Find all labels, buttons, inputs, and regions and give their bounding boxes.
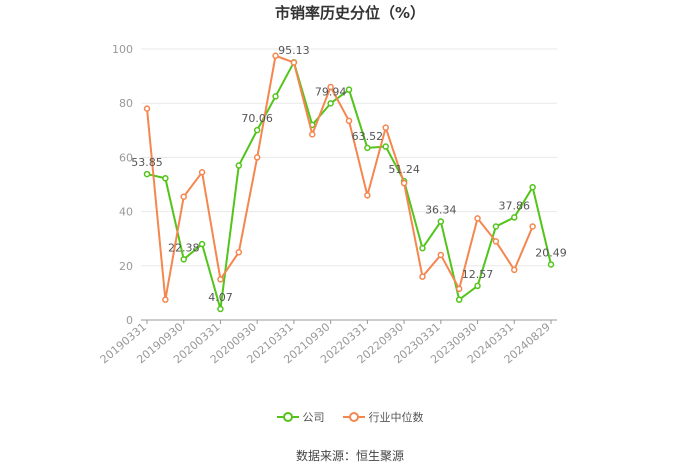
data-point-industry — [529, 223, 536, 230]
data-point-company — [217, 305, 224, 313]
data-point-company — [345, 86, 353, 93]
legend: 公司 行业中位数 — [0, 409, 700, 425]
data-label: 63.52 — [352, 130, 384, 143]
legend-company-swatch-icon — [276, 412, 299, 422]
data-point-company — [162, 175, 169, 182]
data-point-industry — [143, 105, 151, 112]
data-point-company — [382, 143, 389, 150]
data-point-industry — [382, 124, 389, 131]
chart-title: 市销率历史分位（%） — [274, 4, 426, 22]
legend-item-company[interactable]: 公司 — [276, 409, 325, 425]
data-point-industry — [198, 169, 206, 176]
data-label: 4.07 — [208, 291, 233, 304]
data-point-company — [511, 214, 518, 221]
y-tick-label: 100 — [112, 43, 133, 56]
data-label: 36.34 — [425, 204, 457, 217]
data-point-industry — [345, 117, 353, 125]
y-tick-label: 80 — [119, 97, 133, 110]
data-point-industry — [400, 179, 408, 187]
data-point-industry — [290, 59, 298, 66]
data-point-industry — [437, 251, 445, 259]
data-label: 51.24 — [388, 163, 420, 176]
data-point-industry — [272, 52, 279, 60]
data-point-company — [327, 100, 334, 107]
data-point-industry — [364, 192, 371, 199]
data-label: 79.94 — [315, 85, 347, 98]
data-label: 20.49 — [535, 246, 567, 259]
data-point-industry — [327, 83, 334, 91]
data-point-industry — [474, 215, 481, 222]
data-point-company — [529, 183, 536, 191]
data-label: 70.06 — [241, 112, 273, 125]
data-point-industry — [253, 154, 261, 161]
y-tick-label: 0 — [126, 314, 133, 327]
y-tick-label: 20 — [119, 260, 133, 273]
legend-label-industry: 行业中位数 — [368, 411, 424, 424]
data-label: 37.86 — [499, 199, 531, 212]
data-point-company — [143, 170, 151, 178]
data-point-company — [419, 244, 426, 252]
data-point-industry — [235, 249, 243, 256]
legend-item-industry[interactable]: 行业中位数 — [342, 409, 424, 425]
data-point-company — [474, 282, 481, 290]
y-tick-label: 40 — [119, 206, 133, 219]
data-point-company — [180, 256, 187, 263]
data-source: 数据来源：恒生聚源 — [295, 449, 404, 463]
data-point-company — [455, 296, 463, 303]
data-point-industry — [455, 285, 463, 293]
data-point-company — [364, 144, 371, 152]
data-point-industry — [180, 193, 187, 200]
data-point-industry — [492, 238, 500, 245]
data-point-industry — [309, 131, 316, 138]
data-point-industry — [162, 296, 169, 303]
data-point-company — [253, 126, 261, 134]
data-point-company — [272, 93, 279, 100]
legend-label-company: 公司 — [302, 411, 325, 424]
data-label: 95.13 — [278, 44, 310, 57]
data-label: 53.85 — [131, 156, 163, 169]
data-point-company — [198, 240, 206, 248]
data-point-company — [547, 261, 555, 268]
data-label: 12.57 — [462, 268, 494, 281]
legend-industry-swatch-icon — [342, 412, 365, 422]
y-tick-label: 60 — [119, 151, 133, 164]
data-point-company — [492, 223, 500, 230]
data-point-industry — [217, 276, 224, 283]
data-point-industry — [419, 273, 426, 280]
data-point-industry — [511, 266, 518, 274]
data-point-company — [235, 162, 243, 169]
data-label: 22.38 — [168, 241, 200, 254]
series-line-industry — [146, 54, 534, 300]
data-point-company — [437, 218, 445, 225]
